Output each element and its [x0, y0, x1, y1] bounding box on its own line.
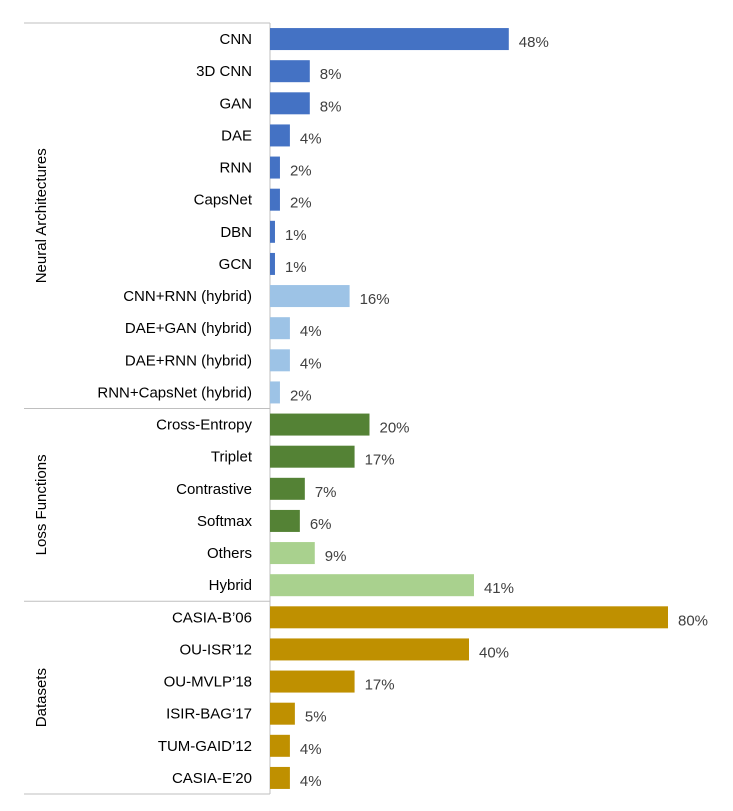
category-label: CNN+RNN (hybrid) — [123, 288, 252, 305]
category-label: GAN — [219, 95, 252, 112]
category-label: DBN — [220, 224, 252, 241]
category-label: TUM-GAID’12 — [158, 738, 252, 755]
data-label: 16% — [360, 291, 390, 308]
bar — [270, 220, 275, 243]
data-label: 9% — [325, 548, 347, 565]
bar — [270, 702, 295, 725]
data-label: 6% — [310, 516, 332, 533]
category-label: Hybrid — [209, 577, 252, 594]
bar — [270, 124, 290, 147]
data-label: 20% — [380, 420, 410, 437]
group-label: Neural Architectures — [33, 148, 50, 283]
category-label: GCN — [219, 256, 252, 273]
data-label: 41% — [484, 580, 514, 597]
data-label: 4% — [300, 741, 322, 758]
data-label: 48% — [519, 34, 549, 51]
data-label: 40% — [479, 644, 509, 661]
data-label: 8% — [320, 66, 342, 83]
bar — [270, 188, 280, 211]
bar — [270, 349, 290, 372]
category-label: DAE+GAN (hybrid) — [125, 320, 252, 337]
bar — [270, 252, 275, 275]
bar — [270, 574, 474, 597]
data-label: 2% — [290, 387, 312, 404]
bar — [270, 381, 280, 404]
data-label: 80% — [678, 612, 708, 629]
data-label: 1% — [285, 259, 307, 276]
bar — [270, 542, 315, 565]
category-label: Cross-Entropy — [156, 417, 252, 434]
category-label: Contrastive — [176, 481, 252, 498]
bar — [270, 606, 668, 629]
bar — [270, 28, 509, 51]
category-label: Triplet — [211, 449, 253, 466]
data-label: 4% — [300, 323, 322, 340]
group-label: Datasets — [33, 668, 50, 727]
category-label: Softmax — [197, 513, 253, 530]
category-label: CASIA-B’06 — [172, 609, 252, 626]
category-label: OU-MVLP’18 — [164, 674, 252, 691]
category-label: Others — [207, 545, 252, 562]
data-label: 2% — [290, 195, 312, 212]
bar — [270, 445, 355, 468]
data-label: 17% — [365, 677, 395, 694]
data-label: 7% — [315, 484, 337, 501]
data-label: 4% — [300, 355, 322, 372]
data-label: 4% — [300, 130, 322, 147]
bar — [270, 60, 310, 83]
bar — [270, 670, 355, 693]
data-label: 17% — [365, 452, 395, 469]
bar — [270, 638, 469, 661]
bar — [270, 285, 350, 308]
bar — [270, 317, 290, 340]
category-label: DAE — [221, 127, 252, 144]
data-label: 5% — [305, 709, 327, 726]
category-label: DAE+RNN (hybrid) — [125, 352, 252, 369]
group-label: Loss Functions — [33, 454, 50, 555]
bar — [270, 477, 305, 500]
category-label: RNN+CapsNet (hybrid) — [97, 384, 252, 401]
category-label: OU-ISR’12 — [179, 641, 252, 658]
data-label: 8% — [320, 98, 342, 115]
data-label: 4% — [300, 773, 322, 790]
category-label: ISIR-BAG’17 — [166, 706, 252, 723]
category-label: 3D CNN — [196, 63, 252, 80]
bar — [270, 734, 290, 757]
bar — [270, 509, 300, 532]
bar — [270, 156, 280, 179]
category-label: CASIA-E’20 — [172, 770, 252, 787]
bar — [270, 92, 310, 115]
category-label: CNN — [220, 31, 253, 48]
category-label: RNN — [220, 160, 253, 177]
bar — [270, 766, 290, 789]
data-label: 2% — [290, 163, 312, 180]
data-label: 1% — [285, 227, 307, 244]
category-label: CapsNet — [194, 192, 253, 209]
bar — [270, 413, 370, 436]
